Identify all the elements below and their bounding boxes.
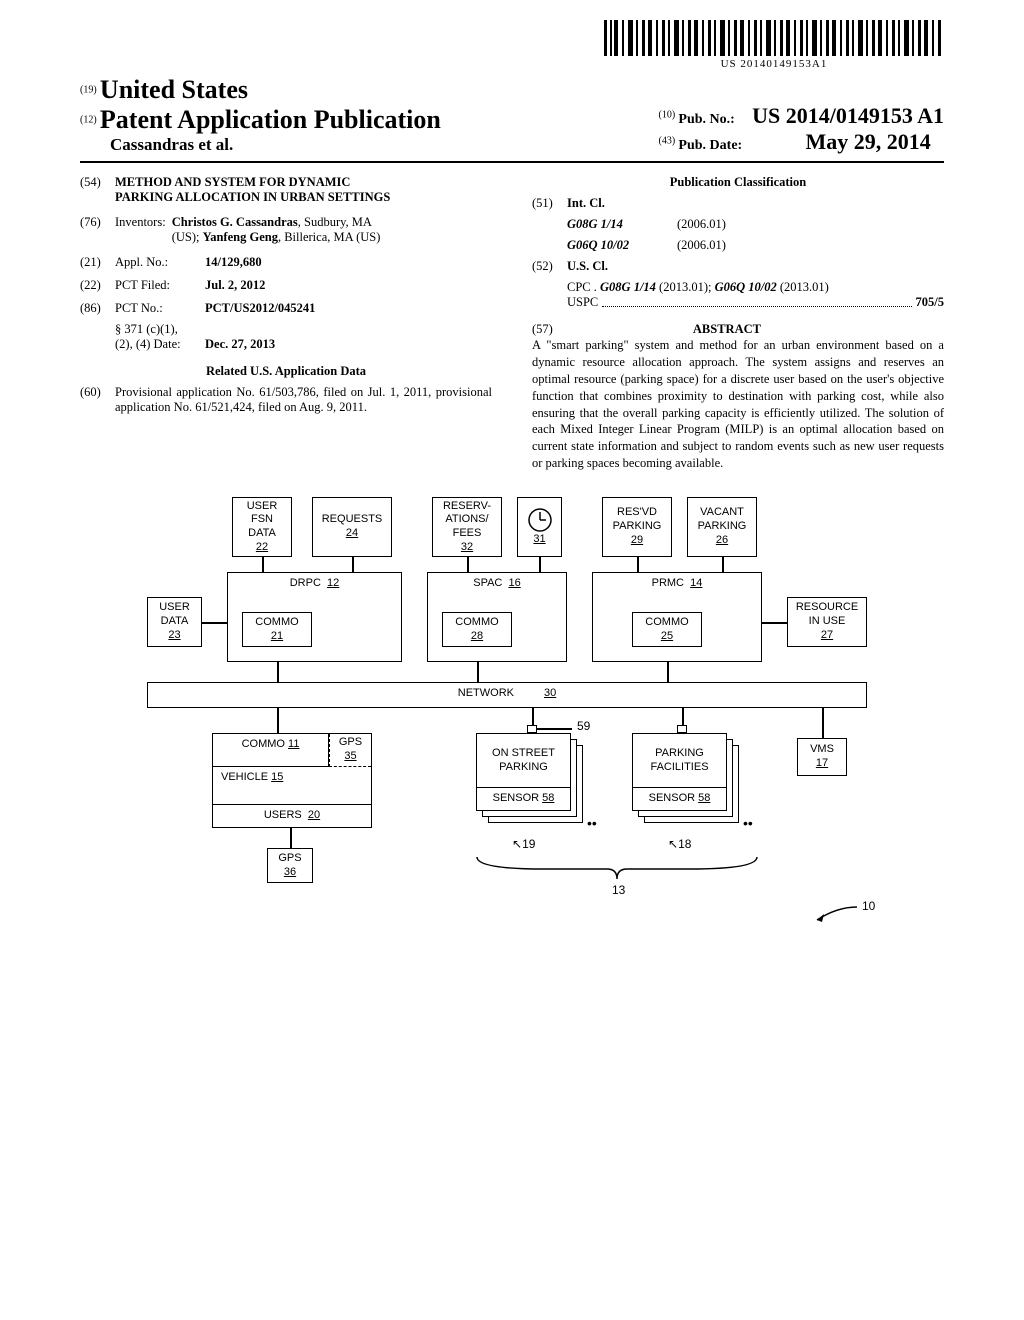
figure: USER FSN DATA 22 REQUESTS 24 RESERV- ATI… [80, 497, 944, 997]
ref-13: 13 [612, 883, 625, 897]
block-diagram: USER FSN DATA 22 REQUESTS 24 RESERV- ATI… [132, 497, 892, 997]
box-sensor-2: SENSOR 58 [645, 788, 715, 810]
code-52: (52) [532, 259, 567, 274]
applno-label: Appl. No.: [115, 255, 185, 270]
code-51: (51) [532, 196, 567, 211]
box-commo-25: COMMO 25 [632, 612, 702, 647]
s371date-label: (2), (4) Date: [115, 337, 195, 352]
biblio-right: Publication Classification (51) Int. Cl.… [532, 175, 944, 472]
code-86: (86) [80, 301, 115, 316]
publication-type: Patent Application Publication [100, 105, 441, 134]
box-resource-in-use: RESOURCE IN USE 27 [787, 597, 867, 647]
box-user-data: USER DATA 23 [147, 597, 202, 647]
pubno: US 2014/0149153 A1 [752, 103, 944, 128]
header: (19) United States (12) Patent Applicati… [80, 75, 944, 163]
uspc-val: 705/5 [916, 295, 944, 310]
ref-18: ↖18 [668, 837, 691, 851]
cpc-row: CPC . G08G 1/14 (2013.01); G06Q 10/02 (2… [567, 280, 944, 295]
header-left: (19) United States (12) Patent Applicati… [80, 75, 441, 155]
ref-19: ↖19 [512, 837, 535, 851]
code-21: (21) [80, 255, 115, 270]
ref-59: 59 [577, 719, 590, 733]
code-54: (54) [80, 175, 115, 205]
code-76: (76) [80, 215, 115, 245]
code-57: (57) [532, 322, 553, 336]
pctno-label: PCT No.: [115, 301, 185, 316]
box-commo-21: COMMO 21 [242, 612, 312, 647]
box-gps-36: GPS 36 [267, 848, 313, 883]
authors-header: Cassandras et al. [110, 135, 441, 155]
abstract-text: A "smart parking" system and method for … [532, 337, 944, 472]
box-vehicle: VEHICLE 15 [213, 767, 371, 806]
box-network: NETWORK 30 [147, 682, 867, 708]
applno: 14/129,680 [205, 255, 262, 270]
intcl1-date: (2006.01) [677, 217, 726, 232]
title: METHOD AND SYSTEM FOR DYNAMIC PARKING AL… [115, 175, 395, 205]
cpc-label: CPC [567, 280, 591, 294]
intcl1-code: G08G 1/14 [567, 217, 677, 232]
box-requests: REQUESTS 24 [312, 497, 392, 557]
uscl-label: U.S. Cl. [567, 259, 608, 274]
dotted-leader [602, 306, 911, 307]
abstract-title: ABSTRACT [556, 322, 898, 337]
box-clock: 31 [517, 497, 562, 557]
dots-icon-2: •• [743, 815, 753, 831]
country: United States [100, 75, 248, 104]
barcode-text: US 20140149153A1 [604, 58, 944, 70]
box-sensor-1: SENSOR 58 [489, 788, 559, 810]
uspc-row: USPC 705/5 [567, 295, 944, 310]
box-users: USERS 20 [213, 805, 371, 827]
brace-icon [472, 857, 762, 882]
clock-icon [527, 507, 553, 533]
code-12: (12) [80, 115, 97, 126]
pubdate-label: Pub. Date: [678, 138, 742, 153]
biblio-left: (54) METHOD AND SYSTEM FOR DYNAMIC PARKI… [80, 175, 492, 472]
pctfiled-label: PCT Filed: [115, 278, 185, 293]
header-right: (10) Pub. No.: US 2014/0149153 A1 (43) P… [659, 103, 945, 155]
box-user-fsn: USER FSN DATA 22 [232, 497, 292, 557]
inventors-label: Inventors: [115, 215, 166, 245]
intcl2-date: (2006.01) [677, 238, 726, 253]
provisional: Provisional application No. 61/503,786, … [115, 385, 492, 415]
dots-icon: •• [587, 815, 597, 831]
ref-10: 10 [862, 899, 875, 913]
code-60: (60) [80, 385, 115, 415]
s371date: Dec. 27, 2013 [205, 337, 275, 352]
bibliographic-data: (54) METHOD AND SYSTEM FOR DYNAMIC PARKI… [80, 175, 944, 472]
intcl-label: Int. Cl. [567, 196, 605, 211]
pubno-label: Pub. No.: [678, 112, 734, 127]
code-22: (22) [80, 278, 115, 293]
barcode-region: US 20140149153A1 [80, 20, 944, 71]
pctfiled: Jul. 2, 2012 [205, 278, 265, 293]
box-vacant: VACANT PARKING 26 [687, 497, 757, 557]
s371: § 371 (c)(1), [115, 322, 492, 337]
box-gps-35: GPS35 [329, 734, 371, 767]
pubdate: May 29, 2014 [805, 129, 930, 154]
box-onstreet-parking: ON STREET PARKING SENSOR 58 [476, 733, 571, 811]
uspc-label: USPC [567, 295, 598, 310]
box-resvd: RES'VD PARKING 29 [602, 497, 672, 557]
box-vms: VMS 17 [797, 738, 847, 776]
classification-title: Publication Classification [532, 175, 944, 190]
box-parking-facilities: PARKING FACILITIES SENSOR 58 [632, 733, 727, 811]
code-10: (10) [659, 110, 676, 121]
related-title: Related U.S. Application Data [80, 364, 492, 379]
box-commo-28: COMMO 28 [442, 612, 512, 647]
box-users-group: COMMO 11 GPS35 VEHICLE 15 USERS 20 [212, 733, 372, 828]
pctno: PCT/US2012/045241 [205, 301, 315, 316]
box-reserv: RESERV- ATIONS/ FEES 32 [432, 497, 502, 557]
barcode-icon [604, 20, 944, 56]
code-19: (19) [80, 85, 97, 96]
inventors: Christos G. Cassandras, Sudbury, MA (US)… [172, 215, 402, 245]
barcode: US 20140149153A1 [604, 20, 944, 70]
intcl2-code: G06Q 10/02 [567, 238, 677, 253]
code-43: (43) [659, 136, 676, 147]
